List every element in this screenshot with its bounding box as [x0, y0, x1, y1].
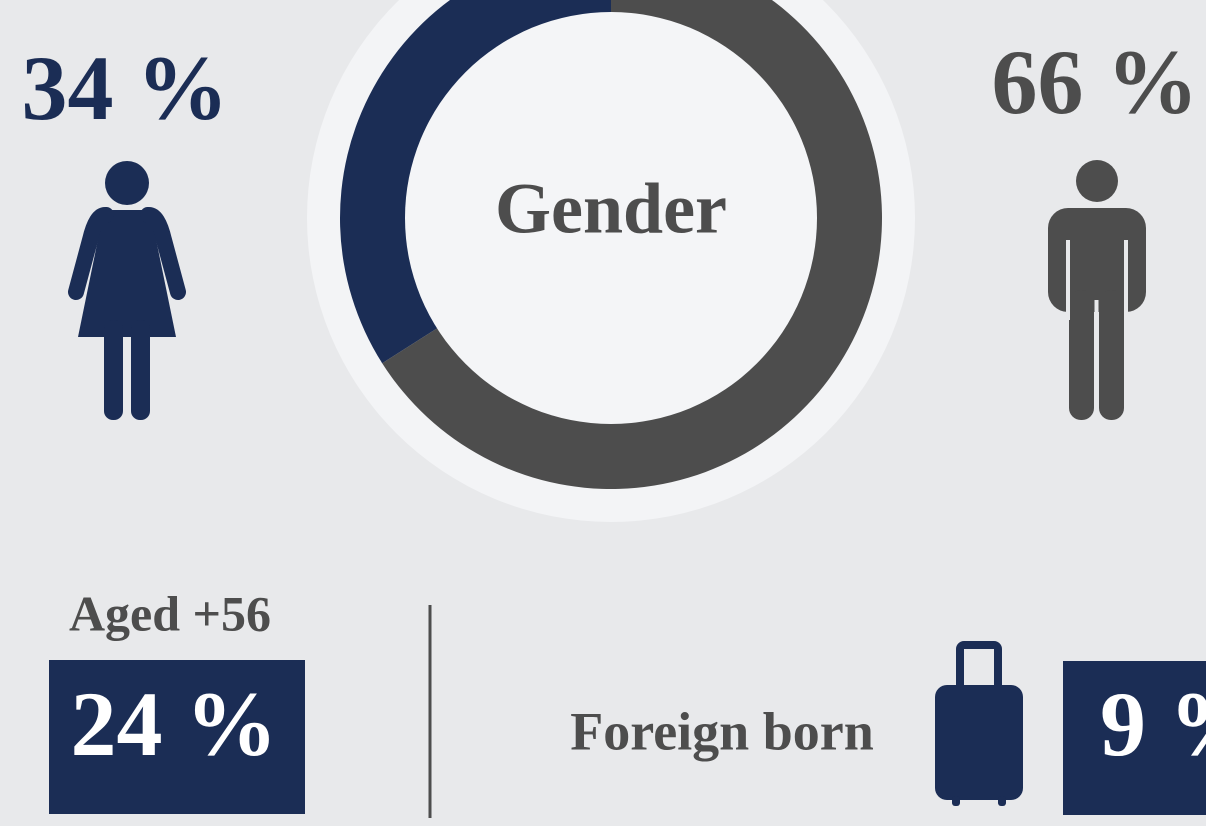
value-label: 34 %: [22, 37, 229, 139]
stat-label: Aged +56: [69, 585, 271, 641]
woman-icon: [68, 161, 186, 420]
stat-box: [1063, 661, 1206, 815]
value-label: 66 %: [992, 31, 1199, 133]
donut: [340, 0, 882, 489]
donut-segment: [382, 0, 882, 489]
stat-label: Foreign born: [570, 701, 874, 761]
stat-value: 9 %: [1100, 673, 1206, 775]
stat-box: [49, 660, 305, 814]
stat-value: 24 %: [71, 673, 278, 775]
suitcase-icon: [935, 641, 1023, 806]
donut-hole: [405, 12, 817, 424]
man-icon: [1048, 160, 1146, 420]
donut-segment: [340, 0, 611, 364]
chart-title: Gender: [495, 169, 727, 249]
